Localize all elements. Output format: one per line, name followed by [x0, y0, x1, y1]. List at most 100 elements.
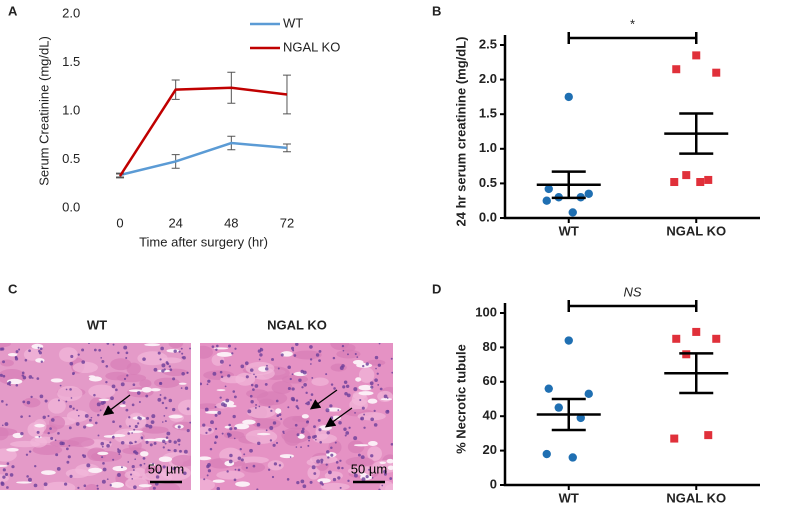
data-point [542, 196, 551, 205]
nucleus [250, 383, 254, 387]
nucleus [168, 439, 172, 444]
data-point [568, 208, 577, 217]
x-tick-label: WT [559, 490, 579, 505]
nucleus [106, 478, 109, 481]
nucleus [69, 404, 73, 409]
nucleus [204, 407, 209, 412]
y-tick-label: 100 [475, 304, 497, 319]
nucleus [296, 407, 300, 410]
nucleus [180, 387, 183, 389]
tubule [252, 418, 281, 429]
axes [503, 35, 760, 220]
significance-label: * [630, 16, 635, 31]
lumen [301, 414, 309, 419]
data-point [670, 178, 679, 187]
nucleus [348, 426, 351, 429]
nucleus [249, 368, 254, 372]
y-tick-label: 0.0 [479, 209, 497, 224]
nucleus [383, 394, 388, 399]
nucleus [168, 365, 172, 368]
nucleus [302, 484, 307, 489]
y-axis-label: % Necrotic tubule [453, 344, 468, 454]
nucleus [100, 356, 103, 359]
nucleus [321, 483, 324, 486]
nucleus [142, 357, 146, 361]
lumen [7, 352, 18, 357]
nucleus [305, 391, 308, 395]
lumen [50, 378, 63, 383]
lumen [200, 456, 212, 461]
lumen [226, 404, 237, 408]
data-point [544, 184, 553, 194]
tubule [85, 484, 99, 490]
nucleus [217, 410, 222, 415]
lumen [275, 408, 282, 414]
nucleus [178, 350, 181, 353]
nucleus [208, 427, 212, 432]
nucleus [214, 405, 217, 409]
nucleus [1, 400, 4, 403]
nucleus [143, 462, 146, 465]
nucleus [165, 406, 168, 410]
nucleus [371, 477, 374, 479]
lumen [16, 481, 32, 484]
nucleus [287, 386, 291, 391]
nucleus [166, 362, 170, 366]
nucleus [146, 416, 150, 420]
nucleus [220, 375, 224, 379]
x-tick-label: 24 [168, 215, 182, 230]
nucleus [0, 373, 3, 377]
nucleus [265, 367, 269, 371]
tubule [141, 426, 169, 434]
arrow [309, 389, 338, 410]
nucleus [117, 448, 120, 451]
nucleus [189, 421, 191, 424]
nucleus [338, 421, 342, 425]
nucleus [163, 414, 166, 417]
nucleus [173, 349, 177, 353]
x-tick-label: WT [559, 223, 579, 238]
lumen [234, 423, 250, 430]
tubule [0, 359, 14, 367]
nucleus [133, 450, 137, 454]
nucleus [28, 450, 32, 453]
data-point [712, 334, 721, 343]
nucleus [294, 423, 298, 427]
nucleus [203, 478, 206, 481]
nucleus [68, 444, 71, 447]
lumen [213, 347, 229, 350]
lumen [216, 352, 233, 357]
nucleus [234, 347, 237, 350]
nucleus [255, 403, 258, 406]
nucleus [309, 480, 313, 484]
lumen [379, 461, 387, 465]
nucleus [2, 360, 6, 364]
tubule [311, 377, 329, 387]
nucleus [256, 422, 261, 427]
nucleus [123, 377, 127, 381]
y-tick-label: 2.5 [479, 36, 497, 51]
nucleus [252, 464, 256, 468]
nucleus [120, 382, 125, 387]
lumen [256, 432, 271, 436]
tubule [43, 481, 76, 490]
panel-label: B [432, 3, 441, 18]
nucleus [2, 475, 6, 479]
nucleus [77, 353, 80, 356]
nucleus [57, 399, 60, 402]
nucleus [161, 401, 165, 405]
nucleus [307, 401, 310, 403]
lumen [35, 358, 45, 363]
tubule [237, 456, 269, 464]
tubule [23, 348, 42, 361]
nucleus [181, 469, 184, 472]
nucleus [64, 482, 68, 486]
tubule [30, 436, 48, 448]
nucleus [272, 443, 276, 447]
nucleus [120, 466, 123, 469]
nucleus [179, 449, 182, 453]
nucleus [296, 433, 300, 437]
nucleus [373, 423, 378, 427]
nucleus [379, 387, 383, 391]
tubule [347, 440, 365, 454]
